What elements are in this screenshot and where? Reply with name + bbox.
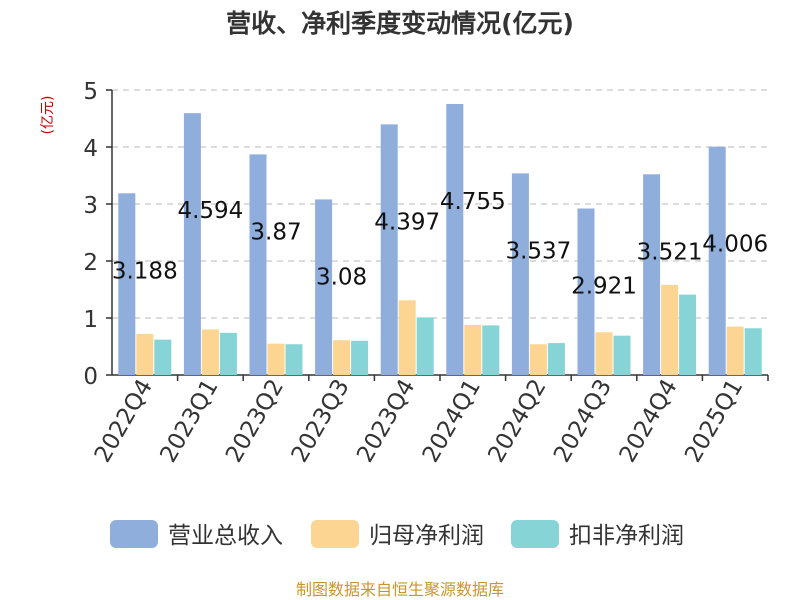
data-label: 3.87	[250, 219, 301, 245]
bar-1	[249, 154, 267, 375]
x-tick-label: 2024Q4	[615, 375, 683, 467]
bar-1	[708, 146, 726, 375]
y-tick-label: 3	[83, 193, 98, 219]
bar-2	[333, 340, 351, 375]
chart-title: 营收、净利季度变动情况(亿元)	[226, 9, 574, 38]
legend-swatch-2	[311, 520, 359, 548]
legend-swatch-1	[110, 520, 158, 548]
x-tick-label: 2025Q1	[680, 375, 748, 467]
bar-3	[351, 340, 369, 375]
source-note: 制图数据来自恒生聚源数据库	[296, 580, 504, 599]
x-tick-label: 2023Q1	[155, 375, 223, 467]
bar-1	[183, 113, 201, 375]
bar-1	[118, 193, 136, 375]
x-tick-label: 2022Q4	[90, 375, 158, 467]
bar-3	[285, 344, 303, 375]
data-label: 3.188	[112, 258, 178, 284]
bar-3	[416, 317, 434, 375]
bar-3	[744, 328, 762, 375]
x-tick-label: 2023Q2	[221, 375, 289, 467]
data-label: 3.521	[637, 239, 703, 265]
bar-1	[380, 124, 398, 375]
bar-3	[613, 335, 631, 375]
data-label: 4.397	[374, 209, 440, 235]
bar-2	[398, 300, 416, 375]
y-tick-label: 4	[83, 136, 98, 162]
x-tick-label: 2023Q4	[352, 375, 420, 467]
y-tick-label: 5	[83, 79, 98, 105]
bar-3	[547, 343, 565, 375]
bar-1	[446, 103, 464, 375]
legend-label: 营业总收入	[168, 523, 283, 549]
x-tick-label: 2024Q1	[418, 375, 486, 467]
x-tick-label: 2024Q2	[483, 375, 551, 467]
y-tick-label: 2	[83, 250, 98, 276]
bar-1	[315, 199, 333, 375]
bar-2	[267, 343, 285, 375]
bar-3	[679, 294, 697, 375]
data-label: 4.006	[702, 232, 768, 258]
bar-3	[154, 339, 172, 375]
y-tick-label: 0	[83, 364, 98, 390]
y-tick-label: 1	[83, 307, 98, 333]
bar-2	[464, 324, 482, 375]
bar-3	[219, 332, 237, 375]
bar-1	[511, 173, 529, 375]
bar-2	[726, 326, 744, 375]
bar-2	[529, 344, 547, 375]
data-label: 2.921	[571, 274, 637, 300]
data-label: 3.537	[505, 238, 571, 264]
bar-2	[595, 332, 613, 375]
bar-1	[643, 174, 661, 375]
legend-label: 归母净利润	[369, 523, 484, 549]
bar-3	[482, 325, 500, 375]
legend-label: 扣非净利润	[569, 523, 684, 549]
bar-1	[577, 208, 595, 375]
legend-swatch-3	[511, 520, 559, 548]
data-label: 3.08	[316, 264, 367, 290]
bar-2	[661, 284, 679, 375]
data-label: 4.594	[177, 198, 243, 224]
x-tick-label: 2024Q3	[549, 375, 617, 467]
bar-2	[201, 329, 219, 375]
data-label: 4.755	[440, 189, 506, 215]
y-axis-label: (亿元)	[40, 96, 56, 135]
x-tick-label: 2023Q3	[287, 375, 355, 467]
bar-2	[136, 333, 154, 375]
